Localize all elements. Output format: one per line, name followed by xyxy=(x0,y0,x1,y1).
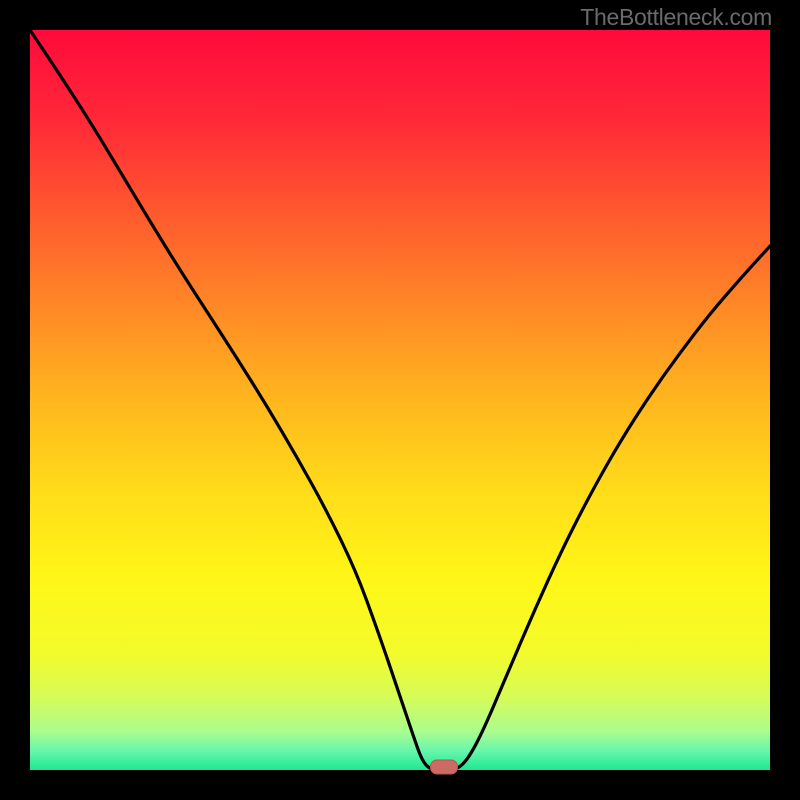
plot-area xyxy=(30,30,770,770)
chart-frame: TheBottleneck.com xyxy=(0,0,800,800)
watermark-text: TheBottleneck.com xyxy=(580,4,772,31)
minimum-marker xyxy=(430,760,458,775)
bottleneck-curve xyxy=(30,30,770,770)
